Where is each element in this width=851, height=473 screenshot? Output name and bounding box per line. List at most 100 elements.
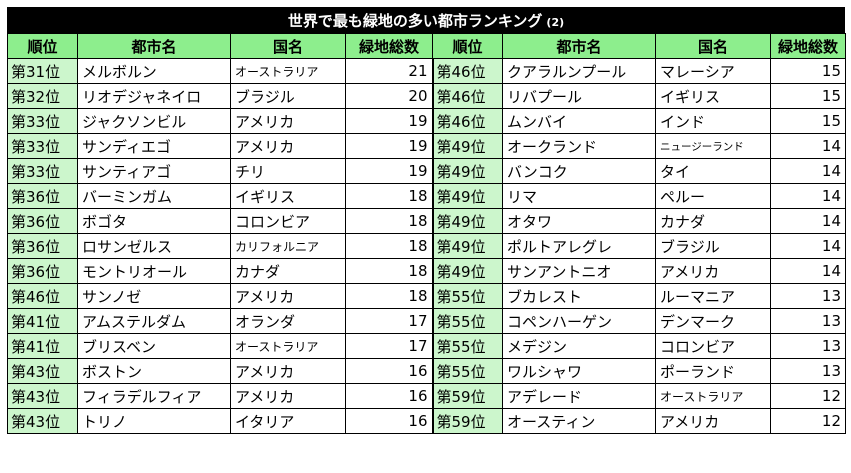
rank-cell: 第49位: [432, 258, 503, 284]
country-cell: オーストラリア: [655, 383, 771, 409]
country-cell: アメリカ: [230, 358, 346, 384]
city-cell: オークランド: [502, 133, 656, 159]
green-space-total-cell: 14: [770, 183, 846, 209]
green-space-total-cell: 18: [345, 258, 434, 284]
country-cell: カリフォルニア: [230, 233, 346, 259]
green-space-total-cell: 18: [345, 183, 434, 209]
rank-cell: 第43位: [7, 358, 78, 384]
rank-cell: 第49位: [432, 133, 503, 159]
header-city: 都市名: [77, 33, 231, 59]
rank-cell: 第46位: [7, 283, 78, 309]
rank-cell: 第43位: [7, 408, 78, 434]
table-row: 第43位 ボストン アメリカ 16 第55位 ワルシャワ ポーランド 13: [7, 358, 846, 384]
rank-cell: 第46位: [432, 108, 503, 134]
green-space-total-cell: 19: [345, 158, 434, 184]
city-cell: オースティン: [502, 408, 656, 434]
green-space-total-cell: 18: [345, 208, 434, 234]
city-cell: モントリオール: [77, 258, 231, 284]
table-row: 第33位 サンティアゴ チリ 19 第49位 バンコク タイ 14: [7, 158, 846, 184]
country-cell: イタリア: [230, 408, 346, 434]
country-cell: アメリカ: [230, 108, 346, 134]
country-cell: コロンビア: [230, 208, 346, 234]
country-cell: タイ: [655, 158, 771, 184]
green-space-total-cell: 13: [770, 283, 846, 309]
table-row: 第43位 トリノ イタリア 16 第59位 オースティン アメリカ 12: [7, 408, 846, 434]
country-cell: アメリカ: [230, 283, 346, 309]
green-space-total-cell: 16: [345, 408, 434, 434]
rank-cell: 第33位: [7, 158, 78, 184]
table-row: 第41位 アムステルダム オランダ 17 第55位 コペンハーゲン デンマーク 13: [7, 308, 846, 334]
header-rank: 順位: [7, 33, 78, 59]
city-cell: アムステルダム: [77, 308, 231, 334]
country-cell: コロンビア: [655, 333, 771, 359]
country-cell: ペルー: [655, 183, 771, 209]
green-space-total-cell: 18: [345, 233, 434, 259]
green-space-total-cell: 17: [345, 333, 434, 359]
city-cell: ワルシャワ: [502, 358, 656, 384]
city-cell: バーミンガム: [77, 183, 231, 209]
country-cell: チリ: [230, 158, 346, 184]
city-cell: バンコク: [502, 158, 656, 184]
rank-cell: 第59位: [432, 408, 503, 434]
rank-cell: 第33位: [7, 133, 78, 159]
city-cell: コペンハーゲン: [502, 308, 656, 334]
rank-cell: 第31位: [7, 58, 78, 84]
rank-cell: 第36位: [7, 208, 78, 234]
table-row: 第36位 ボゴタ コロンビア 18 第49位 オタワ カナダ 14: [7, 208, 846, 234]
city-cell: ボゴタ: [77, 208, 231, 234]
city-cell: メルボルン: [77, 58, 231, 84]
table-title-bar: 世界で最も緑地の多い都市ランキング (2): [7, 7, 845, 33]
city-cell: サンノゼ: [77, 283, 231, 309]
green-space-total-cell: 19: [345, 108, 434, 134]
green-space-total-cell: 12: [770, 383, 846, 409]
rank-cell: 第36位: [7, 258, 78, 284]
table-row: 第36位 モントリオール カナダ 18 第49位 サンアントニオ アメリカ 14: [7, 258, 846, 284]
header-row: 順位 都市名 国名 緑地総数 順位 都市名 国名 緑地総数: [7, 33, 846, 59]
country-cell: オーストラリア: [230, 58, 346, 84]
green-space-total-cell: 21: [345, 58, 434, 84]
rank-cell: 第41位: [7, 333, 78, 359]
header-country: 国名: [655, 33, 771, 59]
city-cell: オタワ: [502, 208, 656, 234]
table-row: 第46位 サンノゼ アメリカ 18 第55位 ブカレスト ルーマニア 13: [7, 283, 846, 309]
city-cell: ムンバイ: [502, 108, 656, 134]
country-cell: インド: [655, 108, 771, 134]
country-cell: アメリカ: [230, 133, 346, 159]
table-row: 第43位 フィラデルフィア アメリカ 16 第59位 アデレード オーストラリア 12: [7, 383, 846, 409]
green-space-total-cell: 14: [770, 233, 846, 259]
green-space-total-cell: 14: [770, 133, 846, 159]
city-cell: メデジン: [502, 333, 656, 359]
table-row: 第33位 ジャクソンビル アメリカ 19 第46位 ムンバイ インド 15: [7, 108, 846, 134]
green-space-total-cell: 13: [770, 333, 846, 359]
country-cell: ブラジル: [230, 83, 346, 109]
rank-cell: 第36位: [7, 233, 78, 259]
green-space-total-cell: 13: [770, 308, 846, 334]
green-space-total-cell: 20: [345, 83, 434, 109]
table-row: 第33位 サンディエゴ アメリカ 19 第49位 オークランド ニュージーランド 14: [7, 133, 846, 159]
city-cell: リオデジャネイロ: [77, 83, 231, 109]
city-cell: ロサンゼルス: [77, 233, 231, 259]
rank-cell: 第49位: [432, 233, 503, 259]
city-cell: サンティアゴ: [77, 158, 231, 184]
table-row: 第36位 ロサンゼルス カリフォルニア 18 第49位 ポルトアレグレ ブラジル 14: [7, 233, 846, 259]
country-cell: カナダ: [230, 258, 346, 284]
green-space-total-cell: 12: [770, 408, 846, 434]
city-cell: フィラデルフィア: [77, 383, 231, 409]
city-cell: ジャクソンビル: [77, 108, 231, 134]
header-rank: 順位: [432, 33, 503, 59]
country-cell: ポーランド: [655, 358, 771, 384]
rank-cell: 第49位: [432, 183, 503, 209]
city-cell: サンアントニオ: [502, 258, 656, 284]
table-row: 第31位 メルボルン オーストラリア 21 第46位 クアラルンプール マレーシア 15: [7, 58, 846, 84]
city-cell: アデレード: [502, 383, 656, 409]
green-space-total-cell: 13: [770, 358, 846, 384]
table-title: 世界で最も緑地の多い都市ランキング: [287, 12, 543, 30]
table-body: 第31位 メルボルン オーストラリア 21 第46位 クアラルンプール マレーシア 15 第32…: [7, 58, 846, 434]
country-cell: ニュージーランド: [655, 133, 771, 159]
rank-cell: 第41位: [7, 308, 78, 334]
rank-cell: 第55位: [432, 333, 503, 359]
green-space-total-cell: 18: [345, 283, 434, 309]
country-cell: アメリカ: [655, 258, 771, 284]
green-space-total-cell: 16: [345, 358, 434, 384]
green-space-total-cell: 14: [770, 258, 846, 284]
